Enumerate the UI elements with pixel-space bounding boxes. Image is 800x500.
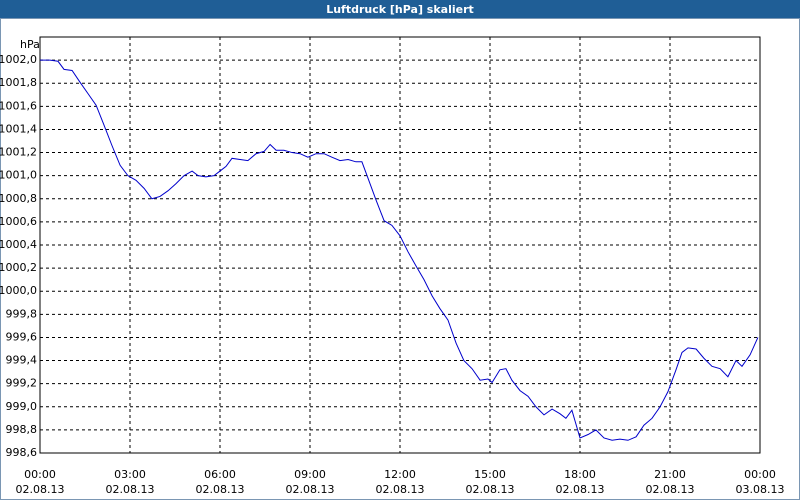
y-tick-label: 1000,8 [0, 192, 37, 205]
x-tick-date: 02.08.13 [376, 483, 425, 496]
y-unit: hPa [20, 38, 40, 51]
y-tick-label: 1000,2 [0, 261, 37, 274]
y-tick-label: 998,8 [6, 423, 38, 436]
y-tick-label: 998,6 [6, 446, 38, 459]
y-tick-label: 999,0 [6, 400, 38, 413]
y-tick-label: 1001,0 [0, 169, 37, 182]
y-tick-label: 1001,2 [0, 146, 37, 159]
x-tick-label: 06:00 [204, 468, 236, 481]
x-tick-label: 18:00 [564, 468, 596, 481]
y-tick-label: 999,6 [6, 330, 38, 343]
y-tick-label: 1001,4 [0, 122, 37, 135]
y-tick-label: 999,4 [6, 354, 38, 367]
y-tick-label: 1002,0 [0, 53, 37, 66]
y-tick-label: 1001,6 [0, 99, 37, 112]
y-tick-label: 1000,0 [0, 284, 37, 297]
x-tick-label: 00:00 [744, 468, 776, 481]
y-tick-label: 1000,6 [0, 215, 37, 228]
y-tick-label: 1000,4 [0, 238, 37, 251]
chart-title: Luftdruck [hPa] skaliert [326, 3, 474, 16]
x-tick-label: 12:00 [384, 468, 416, 481]
title-bar [0, 0, 800, 18]
x-tick-label: 15:00 [474, 468, 506, 481]
x-tick-date: 02.08.13 [196, 483, 245, 496]
x-tick-date: 03.08.13 [736, 483, 785, 496]
x-tick-date: 02.08.13 [286, 483, 335, 496]
y-tick-label: 999,8 [6, 307, 38, 320]
x-tick-label: 03:00 [114, 468, 146, 481]
x-tick-date: 02.08.13 [556, 483, 605, 496]
data-line [40, 59, 759, 441]
x-tick-date: 02.08.13 [106, 483, 155, 496]
x-tick-date: 02.08.13 [466, 483, 515, 496]
x-tick-label: 09:00 [294, 468, 326, 481]
y-tick-label: 1001,8 [0, 76, 37, 89]
x-tick-date: 02.08.13 [16, 483, 65, 496]
x-tick-date: 02.08.13 [646, 483, 695, 496]
y-tick-label: 999,2 [6, 377, 38, 390]
x-tick-label: 00:00 [24, 468, 56, 481]
x-tick-label: 21:00 [654, 468, 686, 481]
